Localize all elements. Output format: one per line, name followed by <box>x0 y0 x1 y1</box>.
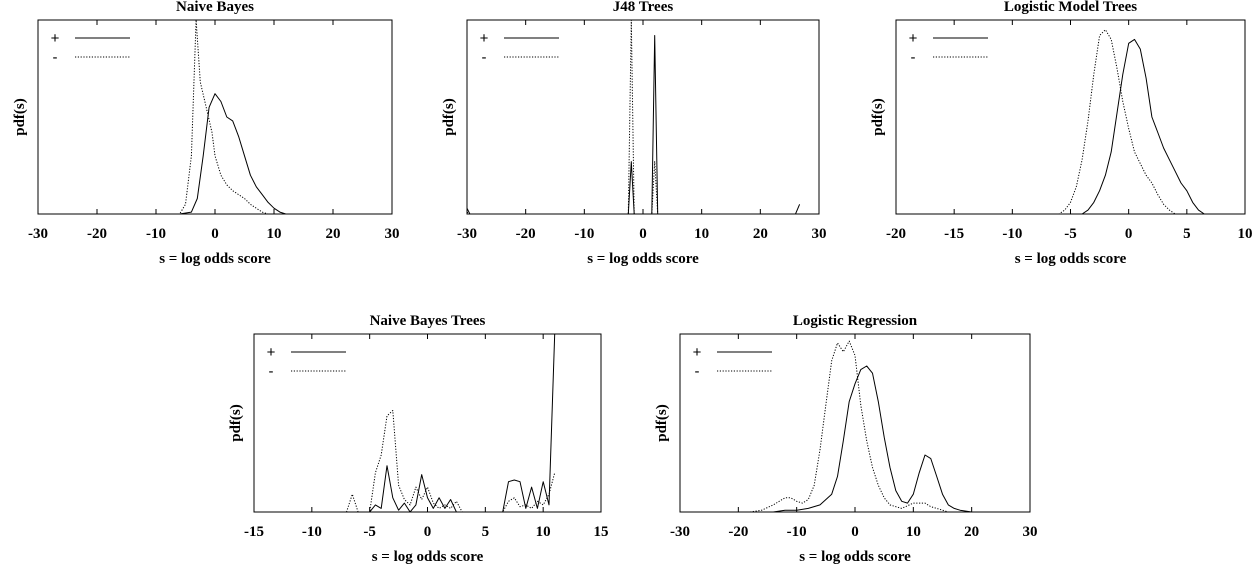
legend-label: + <box>480 30 489 47</box>
chart-panel: Logistic Regression -30 -20 -10 0 10 20 30 s = l… <box>654 313 1038 565</box>
x-tick-label: -20 <box>728 524 748 540</box>
chart-title: Logistic Regression <box>793 313 918 329</box>
x-tick-label: -5 <box>363 524 376 540</box>
x-tick-label: -10 <box>302 524 322 540</box>
series-negative-line <box>38 20 392 214</box>
y-axis-label: pdf(s) <box>441 98 457 136</box>
y-axis-label: pdf(s) <box>654 404 670 442</box>
series-negative-line <box>467 20 819 214</box>
chart-title: Logistic Model Trees <box>1004 0 1137 15</box>
x-tick-label: -10 <box>146 226 166 242</box>
x-tick-label: 20 <box>964 524 979 540</box>
x-tick-label: 20 <box>753 226 768 242</box>
x-tick-label: 10 <box>694 226 709 242</box>
x-tick-label: -10 <box>574 226 594 242</box>
x-tick-label: 0 <box>851 524 859 540</box>
legend-label: + <box>693 344 702 361</box>
x-axis-label: s = log odds score <box>799 549 911 565</box>
x-tick-label: 0 <box>424 524 432 540</box>
legend-label: - <box>482 49 487 66</box>
x-tick-label: 20 <box>326 226 341 242</box>
x-tick-label: 10 <box>267 226 282 242</box>
x-tick-label: -5 <box>1064 226 1077 242</box>
x-tick-label: 5 <box>1183 226 1191 242</box>
x-tick-label: 30 <box>1023 524 1038 540</box>
plot-frame <box>895 19 1246 215</box>
legend-label: - <box>269 363 274 380</box>
series-positive-line <box>680 365 1030 512</box>
x-tick-label: -30 <box>28 226 48 242</box>
series-negative-line <box>680 340 1030 512</box>
y-axis-label: pdf(s) <box>12 98 28 136</box>
x-tick-label: 5 <box>482 524 490 540</box>
series-positive-line <box>896 38 1245 214</box>
chart-panel: J48 Trees -30 -20 -10 0 10 20 30 s = log odds sc… <box>441 0 827 267</box>
x-tick-label: 30 <box>812 226 827 242</box>
x-tick-label: -20 <box>87 226 107 242</box>
x-tick-label: -30 <box>457 226 477 242</box>
x-tick-label: -10 <box>1002 226 1022 242</box>
chart-panel: Logistic Model Trees -20 -15 -10 -5 0 5 10 s = l… <box>870 0 1253 267</box>
plot-frame <box>466 19 820 215</box>
x-tick-label: -20 <box>516 226 536 242</box>
chart-title: Naive Bayes Trees <box>370 313 486 329</box>
legend-label: - <box>911 49 916 66</box>
x-tick-label: 0 <box>639 226 647 242</box>
legend-label: + <box>267 344 276 361</box>
plot-frame <box>679 333 1031 513</box>
y-axis-label: pdf(s) <box>228 404 244 442</box>
legend-label: - <box>695 363 700 380</box>
x-tick-label: -15 <box>244 524 264 540</box>
x-tick-label: 0 <box>211 226 219 242</box>
series-positive-line <box>467 35 801 214</box>
series-negative-line <box>896 29 1245 214</box>
series-positive-line <box>254 334 556 512</box>
chart-panel: Naive Bayes -30 -20 -10 0 10 20 30 s = log odds … <box>12 0 400 267</box>
x-tick-label: 30 <box>385 226 400 242</box>
x-tick-label: 10 <box>536 524 551 540</box>
series-negative-line <box>254 410 556 512</box>
x-axis-label: s = log odds score <box>1015 251 1127 267</box>
x-tick-label: -15 <box>944 226 964 242</box>
x-axis-label: s = log odds score <box>587 251 699 267</box>
x-tick-label: 10 <box>1238 226 1253 242</box>
chart-title: J48 Trees <box>613 0 674 15</box>
x-tick-label: 0 <box>1125 226 1133 242</box>
legend-label: + <box>909 30 918 47</box>
plot-frame <box>37 19 393 215</box>
legend-label: + <box>51 30 60 47</box>
legend-label: - <box>53 49 58 66</box>
chart-panel: Naive Bayes Trees -15 -10 -5 0 5 10 15 s = log o… <box>228 313 609 565</box>
chart-title: Naive Bayes <box>176 0 254 15</box>
plot-frame <box>253 333 602 513</box>
x-tick-label: -10 <box>787 524 807 540</box>
x-tick-label: -30 <box>670 524 690 540</box>
x-tick-label: 15 <box>594 524 609 540</box>
y-axis-label: pdf(s) <box>870 98 886 136</box>
x-axis-label: s = log odds score <box>372 549 484 565</box>
x-axis-label: s = log odds score <box>159 251 271 267</box>
series-positive-line <box>38 93 392 214</box>
x-tick-label: 10 <box>906 524 921 540</box>
x-tick-label: -20 <box>886 226 906 242</box>
